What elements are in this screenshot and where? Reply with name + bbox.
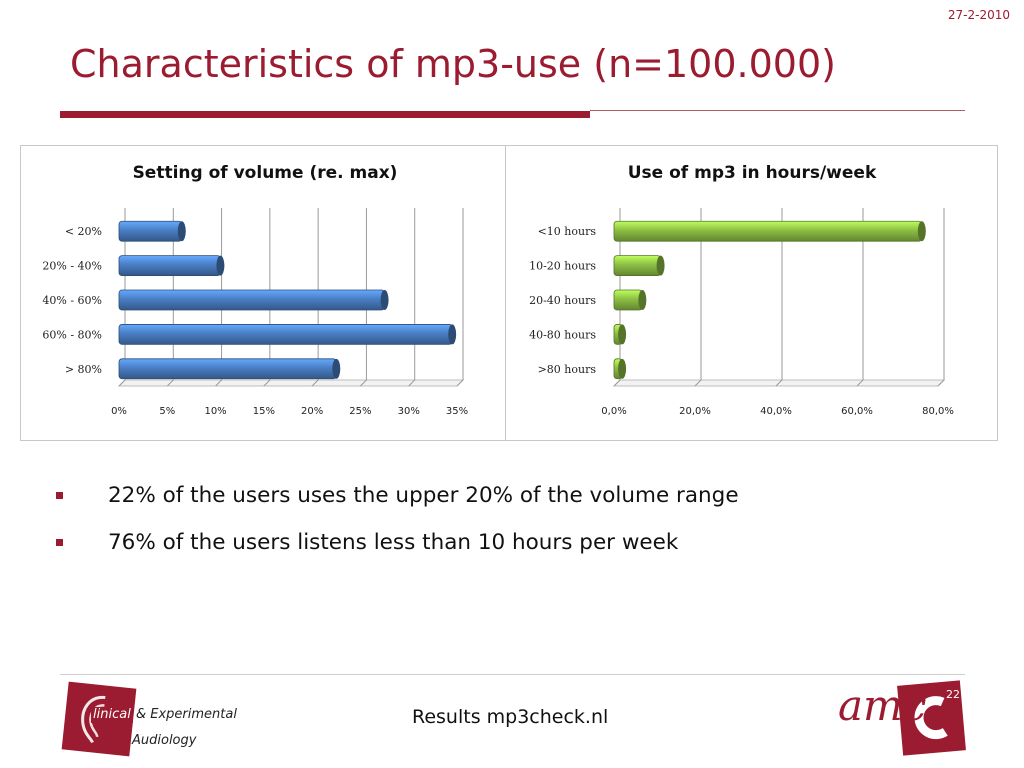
page-number: 22 <box>946 688 960 701</box>
bar <box>118 220 186 242</box>
logo-audiology-text: Audiology <box>132 733 197 748</box>
x-tick-label: 15% <box>253 406 275 417</box>
bar <box>613 289 647 311</box>
bullet-text: 22% of the users uses the upper 20% of t… <box>108 483 739 508</box>
bar <box>613 324 627 345</box>
x-tick-label: 30% <box>398 406 420 417</box>
chart-svg: Setting of volume (re. max) 0% 5% 10% 15% 20%… <box>42 163 468 417</box>
gridline <box>263 208 271 387</box>
y-category-label: >80 hours <box>538 363 597 376</box>
footer-text: Results mp3check.nl <box>412 706 609 728</box>
y-category-label: 60% - 80% <box>42 328 102 341</box>
bullet-text: 76% of the users listens less than 10 ho… <box>108 530 679 555</box>
x-tick-label: 80,0% <box>922 406 954 417</box>
slide-title: Characteristics of mp3-use (n=100.000) <box>70 42 836 86</box>
gridline <box>775 208 783 387</box>
y-category-label: <10 hours <box>538 225 597 238</box>
x-tick-label: 20,0% <box>679 406 711 417</box>
amc-logo-text: amc <box>838 681 927 730</box>
bar <box>118 289 389 311</box>
x-tick-label: 20% <box>301 406 323 417</box>
x-tick-label: 40,0% <box>760 406 792 417</box>
y-category-label: 20% - 40% <box>42 260 102 273</box>
gridline <box>360 208 367 387</box>
y-category-label: 40-80 hours <box>529 328 596 341</box>
chart-title: Use of mp3 in hours/week <box>628 163 877 183</box>
bar <box>118 255 225 276</box>
gridline <box>937 208 945 387</box>
bar <box>613 255 665 276</box>
x-tick-label: 25% <box>349 406 371 417</box>
gridline <box>856 208 864 387</box>
volume-chart: Setting of volume (re. max) 0% 5% 10% 15% 20%… <box>20 145 506 441</box>
x-tick-label: 60,0% <box>841 406 873 417</box>
x-tick-label: 5% <box>159 406 175 417</box>
bullet-marker <box>56 492 63 499</box>
clinical-audiology-logo: linical & Experimental Audiology <box>61 681 262 757</box>
bar <box>118 324 457 345</box>
gridline <box>311 208 319 387</box>
y-category-label: < 20% <box>65 225 102 238</box>
bar <box>613 358 627 380</box>
amc-c-icon <box>897 680 966 756</box>
y-category-label: 40% - 60% <box>42 294 102 307</box>
chart-svg: Use of mp3 in hours/week 0,0% 20,0% 40,0% 60… <box>529 163 954 417</box>
amc-logo: amc 22 <box>834 680 966 756</box>
hours-chart: Use of mp3 in hours/week 0,0% 20,0% 40,0% 60… <box>505 145 998 441</box>
gridline <box>456 208 464 387</box>
footer-divider <box>60 674 965 675</box>
y-category-label: 10-20 hours <box>529 260 596 273</box>
logo-clinical-text: linical <box>91 707 133 723</box>
x-tick-label: 0,0% <box>601 406 626 417</box>
gridline <box>694 208 702 387</box>
logo-experimental-text: & Experimental <box>136 707 237 722</box>
y-category-label: 20-40 hours <box>529 294 596 307</box>
x-tick-label: 10% <box>204 406 226 417</box>
title-underline-thick <box>60 111 590 118</box>
y-category-label: > 80% <box>65 363 102 376</box>
bullet-marker <box>56 539 63 546</box>
chart-title: Setting of volume (re. max) <box>133 163 398 183</box>
slide-date: 27-2-2010 <box>947 8 1010 22</box>
x-tick-label: 0% <box>111 406 127 417</box>
bar <box>613 220 926 242</box>
gridline <box>408 208 416 387</box>
bar <box>118 358 341 380</box>
title-underline-thin <box>590 110 965 111</box>
x-tick-label: 35% <box>446 406 468 417</box>
